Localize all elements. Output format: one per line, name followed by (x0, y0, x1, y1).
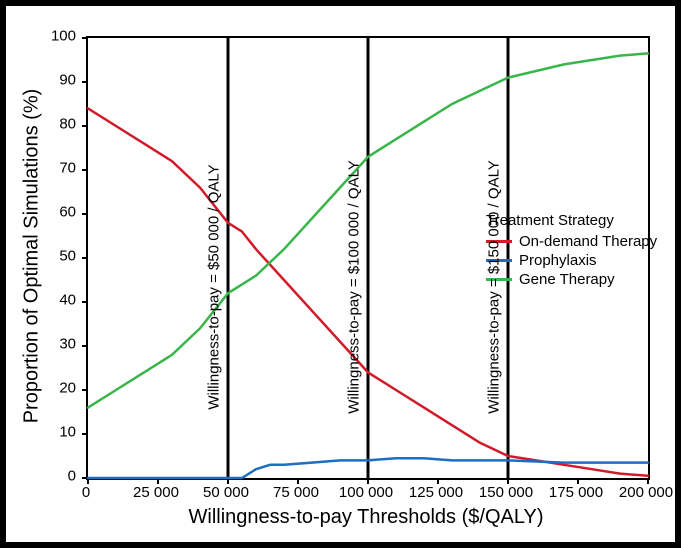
legend-item: Gene Therapy (486, 271, 657, 288)
figure-frame: Willingness-to-pay Thresholds ($/QALY) P… (0, 0, 681, 548)
wtp-threshold-label: Willingness-to-pay = $150 000 / QALY (486, 160, 503, 414)
y-tick-label: 90 (50, 72, 76, 89)
x-axis-title: Willingness-to-pay Thresholds ($/QALY) (189, 506, 544, 529)
legend-label: Prophylaxis (519, 252, 597, 269)
legend-label: Gene Therapy (519, 271, 615, 288)
y-tick-label: 30 (50, 336, 76, 353)
x-tick-label: 50 000 (203, 484, 249, 501)
y-tick-label: 60 (50, 204, 76, 221)
y-tick-label: 100 (50, 28, 76, 45)
wtp-threshold-label: Willingness-to-pay = $50 000 / QALY (206, 164, 223, 409)
legend-label: On-demand Therapy (519, 233, 657, 250)
x-tick-label: 175 000 (549, 484, 603, 501)
y-tick-label: 0 (50, 468, 76, 485)
y-axis-title: Proportion of Optimal Simulations (%) (21, 89, 44, 424)
legend-title: Treatment Strategy (486, 212, 657, 229)
legend-item: On-demand Therapy (486, 233, 657, 250)
x-tick-label: 150 000 (479, 484, 533, 501)
y-tick-label: 40 (50, 292, 76, 309)
y-tick-label: 20 (50, 380, 76, 397)
x-tick-label: 200 000 (619, 484, 673, 501)
y-tick-label: 80 (50, 116, 76, 133)
y-tick-label: 70 (50, 160, 76, 177)
x-tick-label: 0 (82, 484, 90, 501)
wtp-threshold-label: Willingness-to-pay = $100 000 / QALY (346, 160, 363, 414)
x-tick-label: 100 000 (339, 484, 393, 501)
x-tick-label: 75 000 (273, 484, 319, 501)
y-tick-label: 10 (50, 424, 76, 441)
legend-item: Prophylaxis (486, 252, 657, 269)
legend: Treatment Strategy On-demand Therapy Prop… (486, 212, 657, 288)
x-tick-label: 25 000 (133, 484, 179, 501)
y-tick-label: 50 (50, 248, 76, 265)
x-tick-label: 125 000 (409, 484, 463, 501)
